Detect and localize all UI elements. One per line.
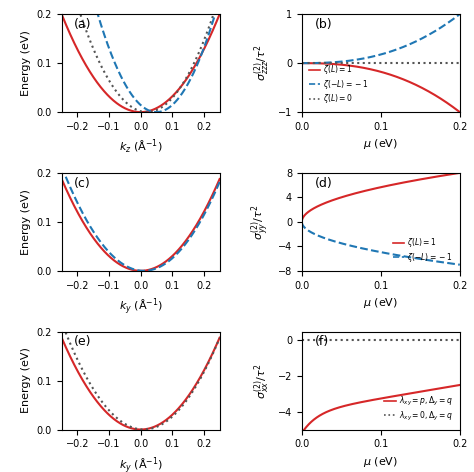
Y-axis label: $\sigma_{yy}^{(2)}/\tau^2$: $\sigma_{yy}^{(2)}/\tau^2$ xyxy=(250,204,272,240)
Text: (f): (f) xyxy=(314,335,328,348)
X-axis label: $\mu$ (eV): $\mu$ (eV) xyxy=(363,137,398,152)
X-axis label: $k_y$ (Å$^{-1}$): $k_y$ (Å$^{-1}$) xyxy=(118,455,163,472)
Y-axis label: Energy (eV): Energy (eV) xyxy=(21,347,31,413)
Text: (a): (a) xyxy=(74,18,92,31)
Legend: $\zeta(L) = 1$, $\zeta(-L) = -1$, $\zeta(L) = 0$: $\zeta(L) = 1$, $\zeta(-L) = -1$, $\zeta… xyxy=(306,60,372,108)
X-axis label: $k_y$ (Å$^{-1}$): $k_y$ (Å$^{-1}$) xyxy=(118,296,163,317)
Text: (c): (c) xyxy=(74,177,91,190)
Y-axis label: $\sigma_{xx}^{(2)}/\tau^2$: $\sigma_{xx}^{(2)}/\tau^2$ xyxy=(253,362,272,398)
Y-axis label: Energy (eV): Energy (eV) xyxy=(21,189,31,255)
X-axis label: $k_z$ (Å$^{-1}$): $k_z$ (Å$^{-1}$) xyxy=(119,137,163,155)
X-axis label: $\mu$ (eV): $\mu$ (eV) xyxy=(363,296,398,310)
Text: (d): (d) xyxy=(314,177,332,190)
X-axis label: $\mu$ (eV): $\mu$ (eV) xyxy=(363,455,398,469)
Y-axis label: Energy (eV): Energy (eV) xyxy=(21,30,31,96)
Legend: $\zeta(L) = 1$, $\zeta(-L) = -1$: $\zeta(L) = 1$, $\zeta(-L) = -1$ xyxy=(390,233,456,267)
Y-axis label: $\sigma_{zzz}^{(2)}/\tau^2$: $\sigma_{zzz}^{(2)}/\tau^2$ xyxy=(253,45,272,82)
Text: (e): (e) xyxy=(74,335,92,348)
Text: (b): (b) xyxy=(314,18,332,31)
Legend: $\lambda_{xy} = p, \Delta_y = q$, $\lambda_{xy} = 0, \Delta_y = q$: $\lambda_{xy} = p, \Delta_y = q$, $\lamb… xyxy=(381,392,456,426)
